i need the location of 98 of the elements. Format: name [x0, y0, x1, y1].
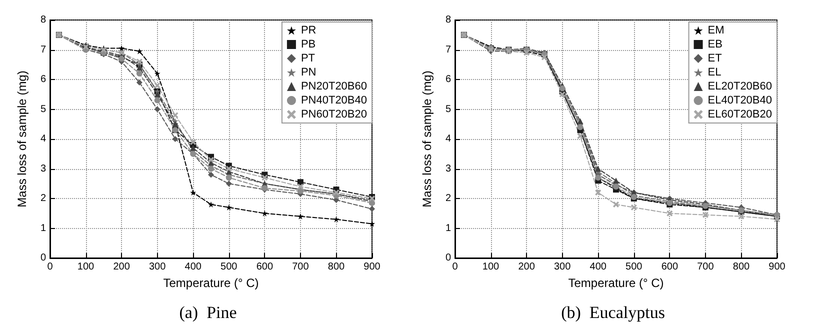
point [136, 64, 142, 71]
point [666, 210, 673, 216]
point [136, 58, 142, 65]
text: (a) Pine [179, 303, 237, 322]
point [208, 172, 214, 178]
point [226, 166, 232, 172]
point [136, 70, 142, 77]
point [154, 70, 160, 77]
y-tick-label: 5 [40, 104, 46, 115]
x-tick-label: 600 [256, 262, 274, 272]
y-tick-label: 7 [445, 44, 452, 56]
point [595, 166, 602, 172]
legend-label: EM [708, 24, 724, 36]
point [369, 206, 375, 212]
x-tick-label: 100 [482, 262, 500, 272]
point [172, 112, 178, 118]
point [297, 184, 304, 190]
legend-label: PR [300, 24, 316, 36]
point [190, 138, 196, 145]
y-tick-label: 8 [445, 14, 452, 26]
legend-label: ET [708, 52, 722, 64]
x-tick-label: 900 [364, 262, 381, 272]
y-tick-label: 0 [40, 252, 46, 264]
point [154, 82, 160, 88]
point [226, 174, 232, 181]
x-tick-label: 700 [292, 262, 310, 272]
x-tick-label: 200 [113, 262, 130, 272]
point [702, 212, 708, 218]
point [208, 201, 214, 208]
y-tick-label: 0 [445, 252, 452, 264]
x-tick-label: 700 [697, 262, 714, 272]
x-tick-label: 800 [732, 262, 750, 272]
legend-label: PN [300, 66, 316, 78]
point [738, 213, 744, 220]
x-tick-label: 400 [184, 262, 202, 272]
y-tick-label: 7 [40, 44, 46, 56]
x-tick-label: 500 [626, 262, 643, 272]
x-tick-label: 300 [148, 262, 166, 272]
y-tick-label: 5 [445, 104, 452, 115]
y-tick-label: 1 [40, 222, 46, 234]
point [595, 190, 602, 196]
x-tick-label: 300 [554, 262, 572, 272]
x-axis-title: Temperature (° C) [568, 276, 664, 290]
legend-label: EL40T20B40 [708, 94, 772, 106]
point [297, 213, 304, 220]
x-axis-title: Temperature (° C) [163, 276, 259, 290]
point [172, 136, 178, 142]
legend-label: EB [708, 38, 722, 50]
point [577, 133, 584, 140]
legend-label: PN40T20B40 [300, 94, 368, 106]
point [559, 91, 566, 98]
y-axis-title: Mass loss of sample (mg) [420, 70, 434, 208]
x-tick-label: 600 [661, 262, 678, 272]
y-tick-label: 2 [40, 193, 46, 204]
x-tick-label: 0 [47, 262, 54, 272]
y-tick-label: 6 [40, 74, 46, 85]
y-tick-label: 3 [40, 163, 46, 174]
point [208, 156, 214, 163]
legend-label: EL60T20B20 [708, 108, 772, 120]
y-tick-label: 8 [40, 14, 46, 26]
x-tick-label: 0 [452, 262, 458, 272]
x-tick-label: 800 [328, 262, 345, 272]
point [630, 204, 637, 210]
point [369, 220, 375, 227]
y-tick-label: 1 [445, 222, 452, 234]
point [154, 97, 160, 104]
x-tick-label: 900 [768, 262, 786, 272]
y-tick-label: 6 [445, 74, 452, 85]
legend-label: EL20T20B60 [708, 80, 772, 92]
point [208, 166, 214, 172]
y-tick-label: 3 [445, 163, 452, 174]
y-tick-label: 4 [445, 134, 452, 144]
y-tick-label: 4 [40, 134, 46, 144]
legend-label: EL [708, 66, 722, 78]
legend-label: PN20T20B60 [300, 80, 368, 92]
point [577, 124, 584, 130]
x-tick-label: 100 [77, 262, 95, 272]
y-axis-title: Mass loss of sample (mg) [15, 70, 29, 208]
y-tick-label: 2 [445, 193, 452, 204]
point [154, 91, 160, 98]
point [774, 216, 780, 222]
legend-label: PN60T20B20 [300, 108, 368, 120]
point [190, 190, 196, 196]
point [136, 79, 142, 86]
x-tick-label: 500 [220, 262, 238, 272]
point [154, 106, 160, 112]
point [333, 216, 340, 222]
x-tick-label: 400 [590, 262, 607, 272]
point [613, 178, 619, 184]
point [190, 144, 196, 151]
point [262, 174, 268, 181]
point [226, 180, 232, 187]
point [613, 201, 619, 208]
legend-label: PB [300, 38, 316, 50]
point [577, 118, 584, 124]
text: (b) Eucalyptus [561, 303, 665, 322]
legend-label: PT [300, 52, 316, 64]
x-tick-label: 200 [518, 262, 536, 272]
